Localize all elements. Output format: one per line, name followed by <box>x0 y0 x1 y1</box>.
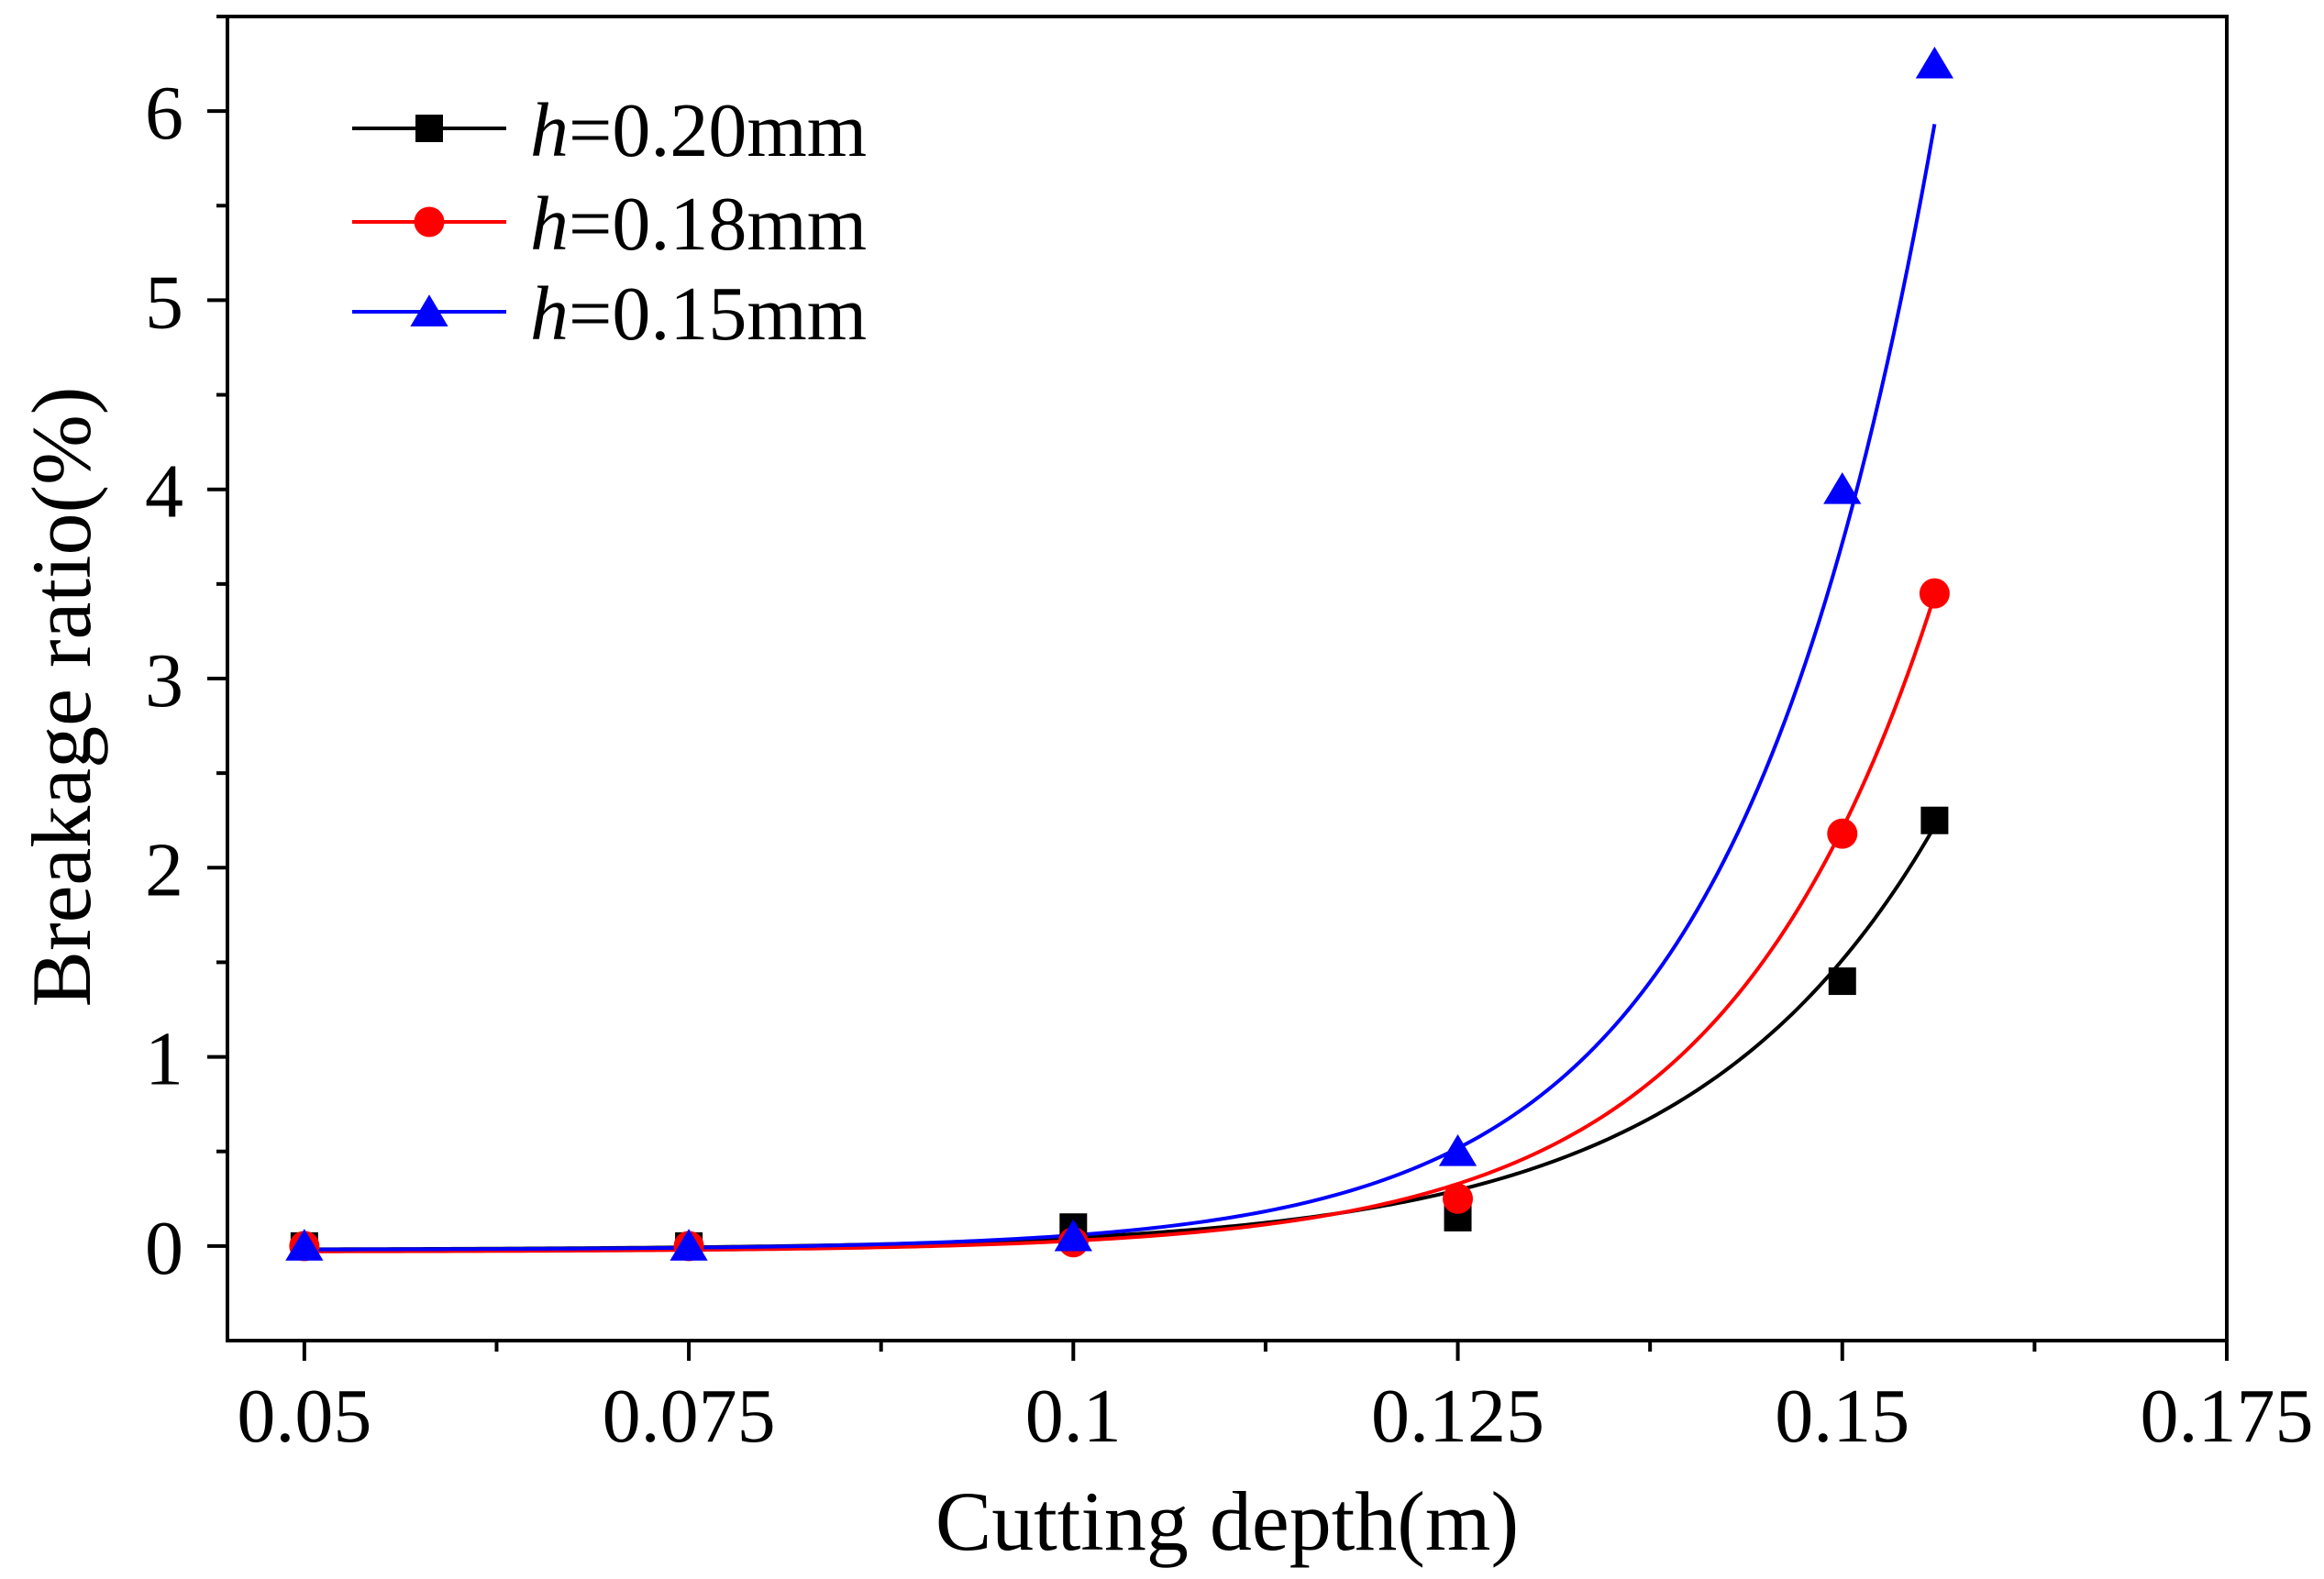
data-point-series-2 <box>285 1229 324 1261</box>
legend-sample-1 <box>352 206 506 237</box>
x-tick-label: 0.075 <box>603 1374 776 1459</box>
data-point-series-2 <box>1438 1133 1477 1166</box>
y-tick-label: 3 <box>145 638 183 723</box>
legend-entry-1: h=0.18mm <box>352 182 867 267</box>
legend-marker-1 <box>414 206 445 237</box>
fit-curves <box>304 124 1937 1253</box>
legend-label-1-rest: =0.18mm <box>569 182 867 267</box>
legend-sample-2 <box>352 294 506 326</box>
data-point-series-1 <box>1827 818 1858 849</box>
y-tick-label: 0 <box>145 1206 183 1291</box>
y-axis-title: Breakage ratio(%) <box>15 387 108 1008</box>
legend-label-1: h=0.18mm <box>530 182 867 267</box>
legend: h=0.20mm h=0.18mm h=0.15mm <box>352 88 867 357</box>
data-point-series-1 <box>1443 1183 1474 1214</box>
x-tick-label: 0.1 <box>1025 1374 1122 1459</box>
y-tick-label: 5 <box>145 259 183 345</box>
x-tick-label: 0.05 <box>237 1374 371 1459</box>
legend-label-0-rest: =0.20mm <box>569 88 867 173</box>
tick-labels: 0.05 0.075 0.1 0.125 0.15 0.175 0 1 2 3 4 5 6 <box>145 71 2314 1459</box>
legend-label-1-var: h <box>530 182 569 267</box>
data-point-series-2 <box>670 1229 708 1261</box>
legend-label-2-rest: =0.15mm <box>569 271 867 357</box>
fit-curve-series-2 <box>304 124 1937 1252</box>
y-tick-label: 2 <box>145 827 183 912</box>
legend-label-0-var: h <box>530 88 569 173</box>
legend-label-2-var: h <box>530 271 569 357</box>
y-tick-label: 4 <box>145 449 183 535</box>
legend-marker-2 <box>410 294 448 326</box>
x-tick-label: 0.15 <box>1775 1374 1909 1459</box>
x-tick-label: 0.175 <box>2141 1374 2314 1459</box>
data-point-series-1 <box>1919 578 1950 609</box>
plot-frame <box>226 15 2229 1342</box>
axis-ticks <box>207 15 2229 1361</box>
y-tick-label: 6 <box>145 71 183 156</box>
fit-curve-series-1 <box>304 594 1937 1253</box>
legend-label-0: h=0.20mm <box>530 88 867 173</box>
data-point-series-2 <box>1823 471 1862 504</box>
legend-entry-2: h=0.15mm <box>352 271 867 357</box>
legend-sample-0 <box>352 115 506 142</box>
data-markers <box>285 46 1954 1262</box>
x-axis-title: Cutting depth(m) <box>935 1474 1519 1568</box>
y-tick-label: 1 <box>145 1017 183 1102</box>
data-point-series-0 <box>1828 967 1856 996</box>
data-point-series-2 <box>1915 46 1954 79</box>
legend-entry-0: h=0.20mm <box>352 88 867 173</box>
data-point-series-2 <box>1054 1219 1092 1252</box>
fit-curve-series-0 <box>304 825 1937 1252</box>
data-point-series-0 <box>1920 806 1949 834</box>
x-tick-label: 0.125 <box>1371 1374 1544 1459</box>
legend-marker-0 <box>415 115 443 142</box>
legend-label-2: h=0.15mm <box>530 271 867 357</box>
